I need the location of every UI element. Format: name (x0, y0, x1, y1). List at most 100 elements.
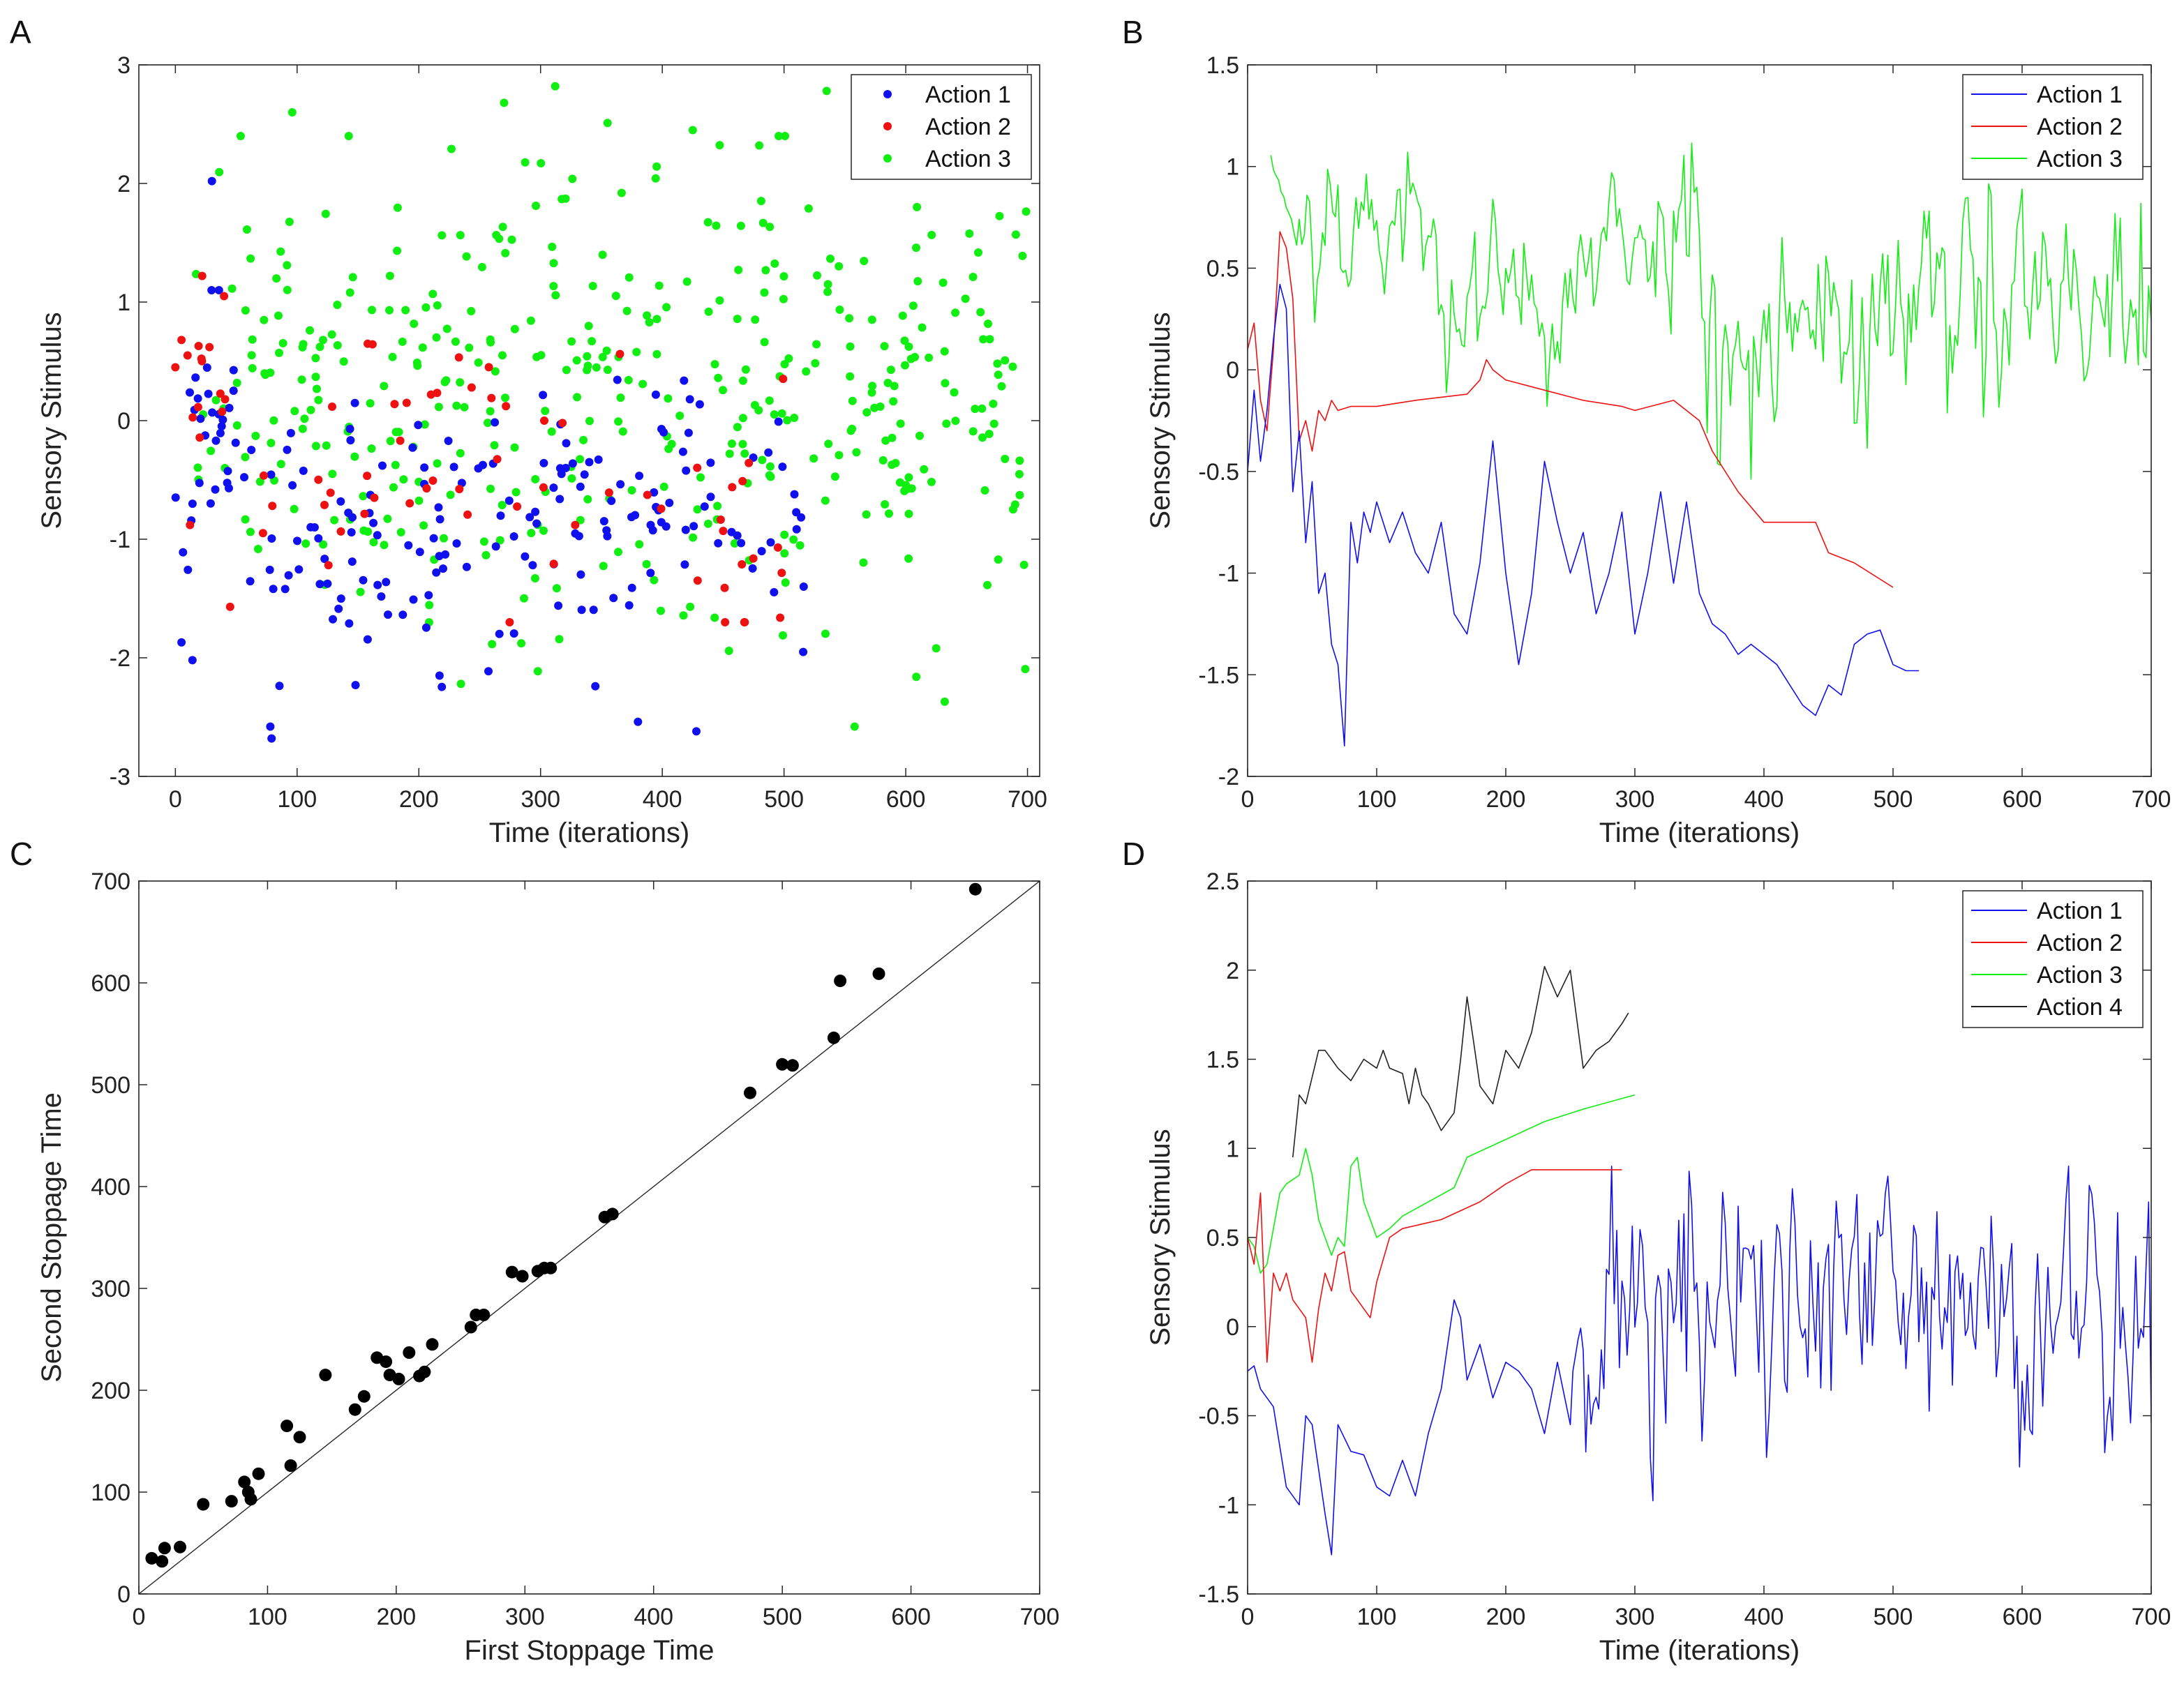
data-point-action-1 (561, 463, 570, 472)
plot-area (139, 881, 1040, 1594)
data-point-action-3 (495, 536, 504, 545)
data-point-action-1 (206, 499, 215, 508)
data-point-action-3 (451, 337, 460, 346)
data-point-action-1 (329, 615, 337, 624)
data-point-action-1 (229, 386, 238, 396)
data-point-action-3 (918, 323, 927, 332)
data-point-action-1 (283, 445, 292, 454)
data-point-action-3 (994, 555, 1003, 564)
data-point-action-1 (651, 390, 660, 399)
data-point-action-3 (531, 475, 540, 483)
data-point-action-1 (231, 438, 240, 447)
data-point-action-1 (624, 601, 634, 610)
data-point-action-1 (229, 366, 238, 375)
data-point-stoppage (158, 1542, 171, 1555)
data-point-action-1 (204, 389, 213, 398)
data-point-action-3 (260, 315, 269, 324)
data-point-action-3 (388, 352, 397, 361)
data-point-action-3 (290, 407, 299, 416)
data-point-action-2 (505, 618, 514, 626)
data-point-action-3 (398, 337, 407, 346)
data-point-action-1 (179, 548, 188, 557)
data-point-action-3 (567, 337, 576, 346)
data-point-stoppage (284, 1459, 297, 1472)
data-point-action-2 (539, 483, 548, 492)
data-point-action-3 (911, 352, 920, 361)
data-point-action-1 (650, 488, 659, 497)
data-point-action-3 (915, 431, 924, 440)
data-point-action-3 (298, 343, 307, 352)
data-point-action-3 (835, 262, 844, 271)
data-point-action-2 (320, 500, 329, 509)
data-point-action-1 (585, 458, 594, 467)
data-point-action-3 (414, 496, 424, 505)
data-point-action-3 (413, 361, 422, 370)
data-point-action-3 (616, 393, 625, 402)
axes-box (138, 880, 1040, 1595)
legend-box (1962, 890, 2144, 1028)
data-point-action-3 (780, 549, 789, 558)
data-point-action-3 (549, 282, 558, 291)
data-point-action-3 (867, 315, 876, 324)
data-point-action-3 (696, 473, 705, 482)
series-line-action-1 (1248, 283, 1919, 747)
x-tick-label: 700 (1020, 1604, 1060, 1630)
data-point-action-1 (616, 480, 625, 489)
x-tick-label: 100 (1357, 786, 1397, 813)
data-point-action-3 (368, 306, 376, 315)
data-point-action-3 (447, 144, 456, 153)
data-point-action-1 (531, 507, 540, 516)
panel-b-chart: 0 100 200 300 400 500 600 700 -2 -1.5 -1 -0.5 0 0.5 1 1… (1145, 52, 2171, 848)
data-point-action-2 (604, 488, 613, 497)
data-point-action-3 (498, 501, 507, 509)
data-point-action-3 (251, 431, 260, 440)
data-point-action-1 (223, 479, 232, 488)
data-point-action-3 (682, 277, 691, 286)
data-point-action-1 (568, 459, 577, 468)
data-point-action-3 (852, 448, 861, 457)
x-tick-label: 300 (521, 786, 560, 813)
data-point-action-1 (441, 550, 450, 559)
data-point-action-2 (728, 483, 737, 492)
data-point-action-1 (398, 610, 407, 619)
data-point-action-3 (287, 108, 297, 116)
data-point-action-3 (350, 452, 359, 461)
data-point-action-1 (706, 458, 715, 467)
data-point-action-3 (389, 483, 398, 492)
data-point-action-2 (558, 419, 567, 428)
data-point-action-2 (171, 363, 180, 372)
data-point-action-3 (951, 308, 960, 317)
series-line-action-2 (1248, 1169, 1622, 1363)
data-point-action-3 (1015, 469, 1024, 479)
data-point-action-3 (391, 460, 400, 469)
data-point-action-3 (754, 406, 763, 415)
data-point-action-3 (456, 679, 465, 689)
data-point-action-3 (432, 333, 441, 342)
data-point-action-1 (265, 565, 274, 574)
data-point-action-1 (695, 400, 704, 409)
data-point-action-3 (900, 486, 909, 495)
data-point-action-1 (177, 638, 186, 647)
data-point-action-2 (220, 292, 229, 301)
data-point-stoppage (380, 1355, 393, 1369)
data-point-action-1 (214, 286, 223, 294)
data-point-action-2 (324, 561, 333, 570)
data-point-action-3 (344, 132, 353, 140)
data-point-stoppage (872, 967, 885, 980)
data-point-action-1 (275, 682, 284, 691)
data-point-action-3 (880, 342, 889, 351)
data-point-action-3 (978, 433, 987, 442)
data-point-action-1 (799, 647, 808, 656)
data-point-action-1 (186, 388, 194, 397)
data-point-action-2 (183, 351, 192, 360)
data-point-action-1 (491, 542, 500, 551)
data-point-action-3 (532, 202, 540, 210)
data-point-action-3 (396, 528, 405, 536)
data-point-action-1 (240, 473, 248, 482)
data-point-action-1 (576, 570, 585, 579)
data-point-action-1 (382, 578, 391, 587)
data-point-action-3 (537, 159, 546, 167)
data-point-action-3 (364, 527, 373, 536)
data-point-action-2 (745, 458, 754, 467)
y-tick-label: 2.5 (1206, 868, 1239, 895)
